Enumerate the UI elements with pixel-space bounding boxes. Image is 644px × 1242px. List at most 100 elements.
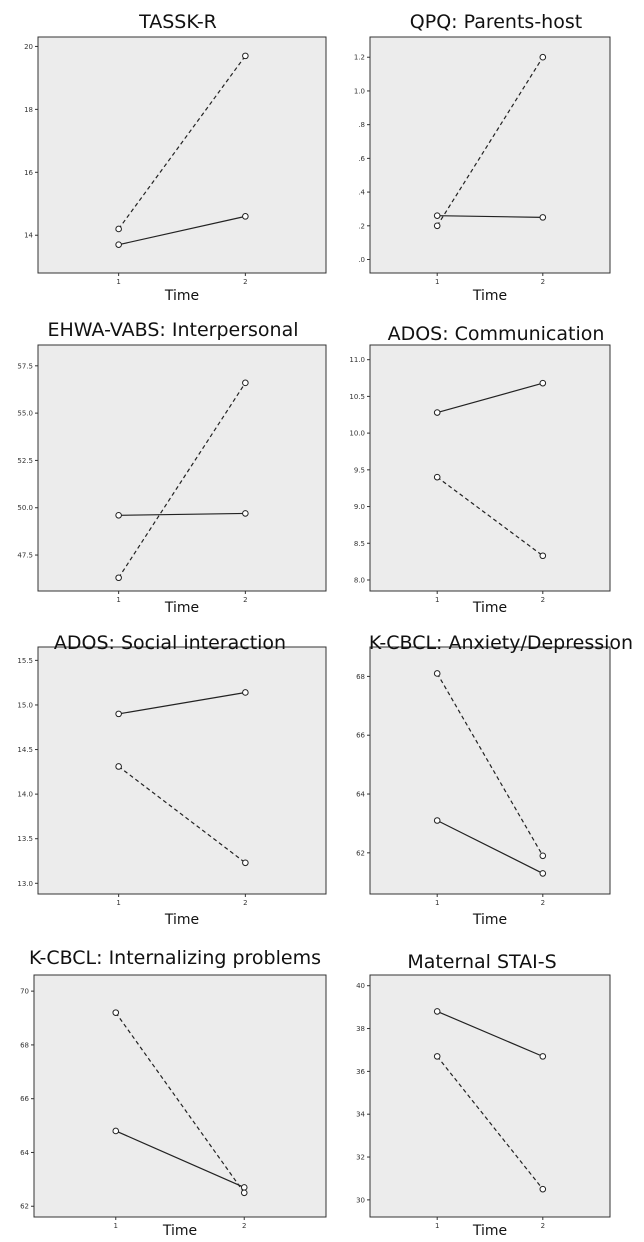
- y-tick-label: 10.0: [349, 430, 365, 438]
- dashed-series-point: [115, 763, 122, 770]
- chart-title: ADOS: Social interaction: [54, 632, 286, 654]
- chart-title: EHWA-VABS: Interpersonal: [48, 319, 299, 341]
- solid-series-point: [539, 870, 547, 877]
- chart-panel-2: QPQ: Parents-host Time .0 .2 .4 .6 .8 1.0 1.2 1 2: [354, 11, 611, 304]
- chart-panel-7: K-CBCL: Internalizing problems Time 62 64 66…: [20, 947, 327, 1239]
- series-line-dashed: [118, 766, 246, 864]
- chart-panel-8: Maternal STAI-S Time 30 32 34 36 38 40 1 2: [356, 951, 611, 1239]
- x-axis-label: Time: [164, 288, 199, 304]
- solid-series-point: [433, 817, 441, 824]
- y-tick-label: 62: [20, 1203, 29, 1211]
- x-tick-label: 2: [243, 899, 247, 907]
- x-tick-label: 2: [242, 1222, 246, 1230]
- y-tick-label: .6: [358, 155, 365, 163]
- chart-title: QPQ: Parents-host: [410, 11, 582, 33]
- dashed-series-point: [242, 379, 249, 387]
- y-tick-label: 18: [24, 106, 33, 114]
- solid-series-point: [115, 512, 122, 519]
- series-line-dashed: [118, 382, 246, 579]
- dashed-series-point: [539, 852, 547, 860]
- series-line-solid: [436, 819, 544, 874]
- solid-series-point: [112, 1127, 120, 1135]
- x-tick-label: 1: [435, 596, 439, 604]
- x-tick-label: 2: [243, 596, 247, 604]
- plot-area: [37, 646, 327, 895]
- dashed-series-point: [115, 574, 122, 582]
- solid-series-point: [242, 689, 249, 696]
- chart-panel-1: TASSK-R Time 14 16 18 20 1 2: [24, 11, 327, 304]
- dashed-series-point: [539, 1185, 547, 1193]
- x-tick-label: 1: [116, 899, 120, 907]
- y-tick-label: .8: [358, 121, 365, 129]
- series-line-solid: [437, 215, 543, 218]
- plot-area: [369, 974, 611, 1218]
- dashed-series-point: [433, 1053, 441, 1060]
- y-tick-label: 64: [356, 791, 365, 799]
- plot-area: [37, 344, 327, 592]
- solid-series-point: [433, 1008, 441, 1015]
- chart-panel-5: ADOS: Social interaction Time 13.0 13.5 14.0…: [17, 632, 327, 928]
- chart-panel-3: EHWA-VABS: Interpersonal Time 47.5 50.0 52.5…: [17, 319, 327, 616]
- plot-area: [369, 36, 611, 274]
- x-axis-label: Time: [472, 600, 507, 616]
- y-tick-label: 15.0: [17, 701, 33, 709]
- solid-series-point: [242, 510, 249, 517]
- solid-series-point: [433, 409, 441, 416]
- x-tick-label: 1: [116, 278, 120, 286]
- x-tick-label: 1: [114, 1222, 118, 1230]
- y-tick-label: .0: [358, 256, 365, 264]
- solid-series-point: [115, 710, 122, 718]
- y-tick-label: 1.2: [354, 54, 365, 62]
- solid-series-point: [242, 213, 249, 220]
- dashed-series-point: [240, 1189, 248, 1197]
- series-line-dashed: [118, 55, 246, 230]
- series-line-dashed: [115, 1012, 245, 1194]
- chart-panel-6: K-CBCL: Anxiety/Depression Time 62 64 66 68 1 2: [356, 632, 633, 928]
- x-tick-label: 2: [541, 899, 545, 907]
- y-tick-label: 30: [356, 1196, 365, 1204]
- dashed-series-point: [112, 1009, 120, 1016]
- y-tick-label: 13.5: [17, 835, 33, 843]
- y-tick-label: 40: [356, 982, 365, 990]
- y-tick-label: 66: [356, 732, 365, 740]
- y-tick-label: 55.0: [17, 410, 33, 418]
- dashed-series-point: [242, 859, 249, 867]
- plot-area: [33, 974, 327, 1218]
- chart-title: TASSK-R: [138, 11, 217, 33]
- x-tick-label: 2: [541, 596, 545, 604]
- x-axis-label: Time: [472, 1223, 507, 1239]
- series-line-dashed: [436, 476, 544, 557]
- y-tick-label: 13.0: [17, 880, 33, 888]
- x-tick-label: 1: [435, 1222, 439, 1230]
- y-tick-label: .4: [358, 189, 365, 197]
- x-axis-label: Time: [162, 1223, 197, 1239]
- series-line-solid: [118, 691, 246, 715]
- series-line-solid: [436, 1010, 544, 1057]
- solid-series-point: [433, 212, 441, 219]
- y-tick-label: 10.5: [349, 393, 365, 401]
- dashed-series-point: [242, 52, 249, 60]
- y-tick-label: 62: [356, 849, 365, 857]
- y-tick-label: .2: [358, 222, 365, 230]
- y-tick-label: 20: [24, 43, 33, 51]
- y-tick-label: 34: [356, 1111, 365, 1119]
- series-line-dashed: [436, 56, 544, 227]
- y-tick-label: 1.0: [354, 87, 365, 95]
- dashed-series-point: [433, 222, 441, 230]
- x-axis-label: Time: [164, 912, 199, 928]
- x-tick-label: 1: [116, 596, 120, 604]
- y-tick-label: 64: [20, 1149, 29, 1157]
- plot-area: [37, 36, 327, 274]
- y-tick-label: 68: [356, 673, 365, 681]
- x-tick-label: 1: [435, 899, 439, 907]
- y-tick-label: 14.5: [17, 746, 33, 754]
- solid-series-point: [539, 214, 547, 221]
- series-line-dashed: [436, 673, 544, 857]
- y-tick-label: 70: [20, 988, 29, 996]
- dashed-series-point: [539, 53, 547, 61]
- series-line-solid: [437, 382, 543, 414]
- y-tick-label: 14.0: [17, 791, 33, 799]
- chart-title: Maternal STAI-S: [407, 951, 556, 973]
- x-tick-label: 2: [541, 1222, 545, 1230]
